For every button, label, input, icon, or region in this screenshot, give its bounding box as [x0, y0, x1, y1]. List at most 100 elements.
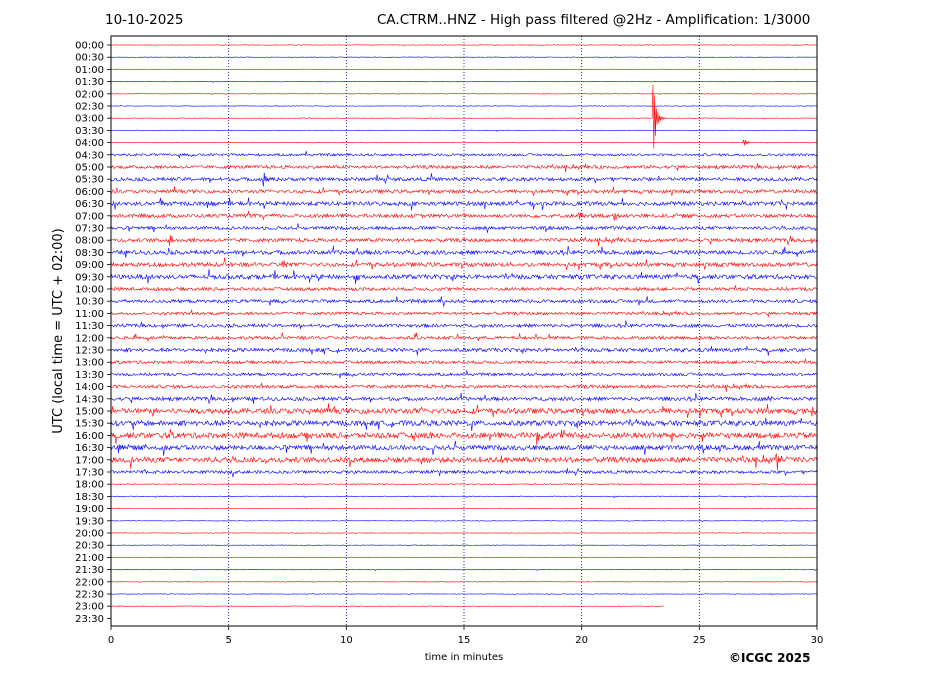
y-tick-label: 08:30 — [75, 248, 104, 259]
trace-13:30 — [110, 370, 818, 379]
trace-10:30 — [110, 296, 818, 307]
trace-16:00 — [110, 429, 817, 446]
y-tick-label: 01:00 — [75, 65, 104, 76]
y-tick-label: 18:00 — [75, 480, 104, 491]
y-tick-label: 08:00 — [75, 236, 104, 247]
trace-15:30 — [110, 417, 818, 431]
x-tick-label: 10 — [340, 635, 353, 646]
trace-01:30 — [110, 80, 817, 83]
copyright-label: ©ICGC 2025 — [729, 651, 811, 665]
trace-18:30 — [110, 495, 818, 499]
trace-21:30 — [110, 568, 817, 572]
y-tick-label: 03:00 — [75, 114, 104, 125]
y-tick-label: 16:30 — [75, 443, 104, 454]
y-tick-label: 01:30 — [75, 77, 104, 88]
trace-18:00 — [110, 483, 818, 486]
trace-11:30 — [110, 320, 818, 329]
trace-20:00 — [110, 531, 817, 534]
trace-03:00 — [110, 84, 817, 149]
y-axis-label: UTC (local time = UTC + 02:00) — [51, 228, 66, 433]
y-tick-label: 19:30 — [75, 516, 104, 527]
trace-02:30 — [110, 105, 817, 107]
y-tick-label: 06:00 — [75, 187, 104, 198]
chart-title: CA.CTRM..HNZ - High pass filtered @2Hz -… — [377, 12, 811, 28]
trace-05:00 — [110, 163, 818, 173]
trace-07:00 — [110, 210, 817, 221]
y-tick-label: 14:30 — [75, 394, 104, 405]
trace-22:30 — [110, 593, 818, 596]
y-tick-label: 05:30 — [75, 175, 104, 186]
trace-14:00 — [110, 382, 817, 392]
trace-15:00 — [110, 403, 818, 419]
y-tick-label: 13:00 — [75, 358, 104, 369]
y-tick-label: 05:00 — [75, 163, 104, 174]
y-tick-label: 04:00 — [75, 138, 104, 149]
x-tick-label: 5 — [225, 635, 231, 646]
y-tick-label: 21:00 — [75, 553, 104, 564]
y-tick-label: 20:30 — [75, 541, 104, 552]
trace-16:30 — [110, 440, 818, 456]
y-tick-label: 10:30 — [75, 297, 104, 308]
y-tick-label: 09:00 — [75, 260, 104, 271]
trace-21:00 — [110, 556, 817, 559]
y-tick-label: 02:00 — [75, 89, 104, 100]
y-tick-label: 13:30 — [75, 370, 104, 381]
y-tick-label: 12:00 — [75, 333, 104, 344]
trace-13:00 — [110, 358, 817, 365]
y-tick-label: 04:30 — [75, 150, 104, 161]
date-label: 10-10-2025 — [105, 12, 184, 28]
trace-02:00 — [110, 92, 817, 95]
trace-04:30 — [110, 151, 818, 159]
trace-10:00 — [110, 285, 818, 292]
trace-20:30 — [110, 544, 817, 547]
trace-11:00 — [110, 309, 818, 318]
trace-03:30 — [110, 129, 817, 132]
trace-19:00 — [110, 507, 817, 510]
trace-08:00 — [110, 235, 818, 247]
trace-01:00 — [110, 68, 817, 71]
y-tick-label: 00:30 — [75, 53, 104, 64]
y-tick-label: 22:30 — [75, 590, 104, 601]
trace-00:00 — [110, 44, 817, 47]
trace-17:00 — [110, 453, 818, 471]
y-tick-label: 15:30 — [75, 419, 104, 430]
y-tick-label: 21:30 — [75, 565, 104, 576]
trace-09:00 — [110, 257, 818, 271]
y-tick-label: 09:30 — [75, 272, 104, 283]
y-tick-label: 18:30 — [75, 492, 104, 503]
trace-17:30 — [110, 467, 818, 478]
y-tick-label: 10:00 — [75, 285, 104, 296]
y-tick-label: 23:30 — [75, 614, 104, 625]
trace-04:00 — [110, 139, 817, 146]
y-tick-label: 23:00 — [75, 602, 104, 613]
trace-08:30 — [110, 245, 818, 258]
x-axis-label: time in minutes — [425, 652, 504, 663]
trace-05:30 — [110, 172, 818, 187]
trace-07:30 — [110, 223, 818, 233]
trace-14:30 — [110, 392, 817, 404]
y-tick-label: 12:30 — [75, 346, 104, 357]
x-tick-label: 0 — [108, 635, 114, 646]
trace-12:30 — [110, 345, 817, 356]
y-tick-label: 22:00 — [75, 577, 104, 588]
y-tick-label: 07:30 — [75, 224, 104, 235]
y-tick-label: 03:30 — [75, 126, 104, 137]
y-tick-label: 00:00 — [75, 41, 104, 52]
x-tick-label: 20 — [575, 635, 588, 646]
trace-12:00 — [110, 332, 818, 343]
y-tick-label: 20:00 — [75, 529, 104, 540]
y-tick-label: 15:00 — [75, 407, 104, 418]
trace-06:00 — [110, 186, 818, 196]
x-tick-label: 25 — [693, 635, 706, 646]
y-tick-label: 17:30 — [75, 468, 104, 479]
trace-00:30 — [110, 56, 817, 58]
trace-19:30 — [110, 520, 817, 523]
y-tick-label: 02:30 — [75, 102, 104, 113]
y-tick-label: 11:30 — [75, 321, 104, 332]
trace-06:30 — [110, 197, 818, 211]
x-tick-label: 15 — [458, 635, 471, 646]
trace-23:00 — [110, 605, 664, 607]
y-tick-label: 19:00 — [75, 504, 104, 515]
trace-09:30 — [110, 269, 818, 284]
